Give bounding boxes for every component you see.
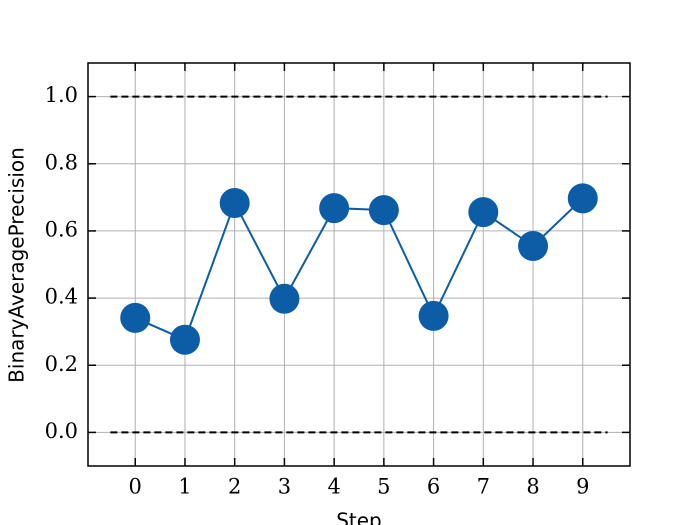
x-tick-label: 3: [278, 475, 291, 499]
x-tick-label: 4: [327, 475, 340, 499]
data-point: [269, 283, 300, 314]
y-tick-label: 0.8: [45, 150, 78, 174]
x-tick-label: 1: [178, 475, 191, 499]
x-tick-label: 7: [477, 475, 490, 499]
y-tick-label: 0.0: [45, 419, 78, 443]
y-tick-label: 0.6: [45, 217, 78, 241]
data-point: [518, 231, 549, 262]
x-tick-label: 6: [427, 475, 440, 499]
data-point: [468, 197, 499, 228]
plot-frame: [87, 62, 631, 467]
y-tick-label: 1.0: [45, 83, 78, 107]
x-tick-label: 2: [228, 475, 241, 499]
x-axis-label: Step: [336, 509, 382, 525]
y-tick-label: 0.2: [45, 352, 78, 376]
data-point: [219, 188, 250, 219]
x-tick-label: 0: [129, 475, 142, 499]
x-tick-label: 8: [526, 475, 539, 499]
data-point: [319, 193, 350, 224]
data-point: [368, 195, 399, 226]
data-point: [418, 300, 449, 331]
data-point: [120, 302, 151, 333]
y-tick-label: 0.4: [45, 285, 78, 309]
data-point: [567, 183, 598, 214]
x-tick-label: 5: [377, 475, 390, 499]
y-axis-label: BinaryAveragePrecision: [5, 147, 29, 383]
series-line: [134, 197, 584, 342]
x-tick-label: 9: [576, 475, 589, 499]
data-point: [169, 324, 200, 355]
